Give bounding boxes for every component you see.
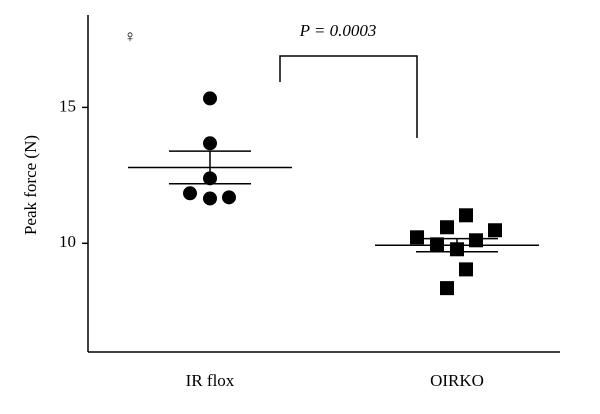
x-tick-label: IR flox [186,371,235,390]
y-tick-label: 15 [59,96,76,115]
p-value-annotation: P = 0.0003 [299,21,377,40]
y-tick-label: 10 [59,232,76,251]
point [222,190,236,205]
point [430,237,444,252]
point [203,136,217,151]
point [440,281,454,296]
point [459,262,473,277]
x-tick-label: OIRKO [430,371,484,390]
significance-bracket [279,55,418,138]
point [183,186,197,201]
point [203,191,217,206]
symbol-annotation: ♀ [124,27,137,46]
point [410,230,424,245]
y-axis-label: Peak force (N) [21,135,40,235]
point [488,223,502,238]
point [203,91,217,106]
point [440,220,454,235]
point [459,208,473,223]
point [469,233,483,248]
